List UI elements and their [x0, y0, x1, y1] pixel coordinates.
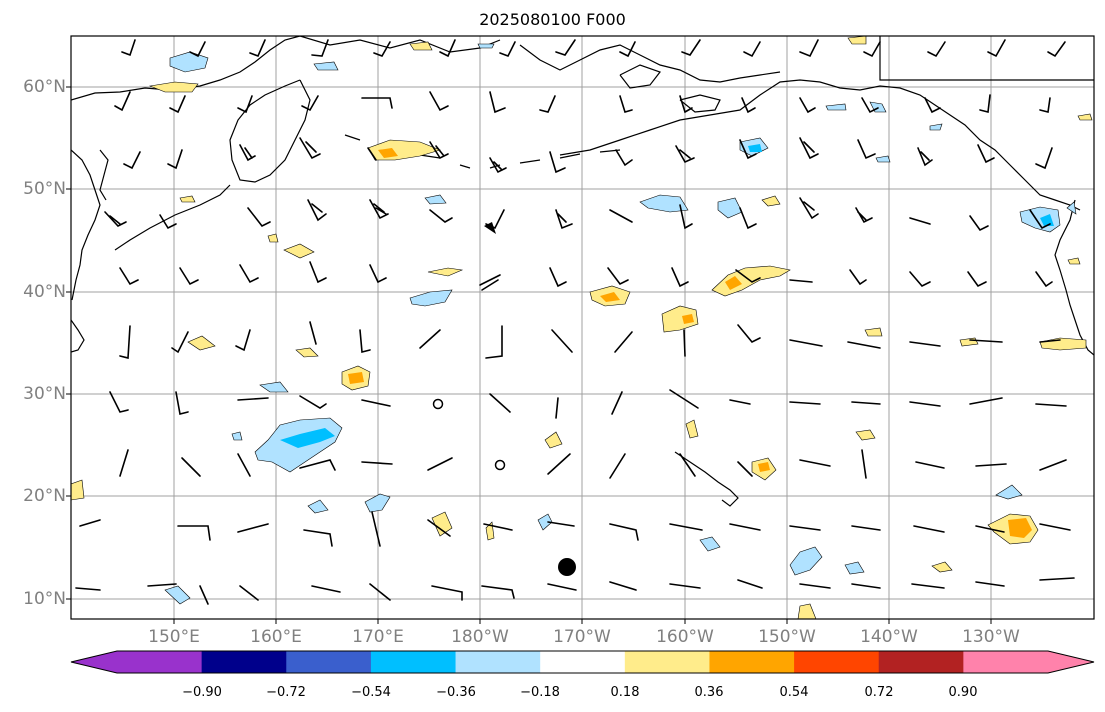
calm-wind-circle: [432, 398, 444, 410]
colorbar-extend-max: [1048, 651, 1094, 673]
colorbar-tick-label: −0.90: [182, 685, 222, 700]
gridlines: [71, 36, 1094, 619]
lon-label: 160°E: [250, 627, 302, 647]
lon-label: 150°E: [148, 627, 200, 647]
lon-label: 170°E: [352, 627, 404, 647]
lat-label: 30°N: [23, 384, 66, 404]
colorbar-tick-label: 0.90: [948, 685, 978, 700]
colorbar-segment: [794, 651, 880, 673]
colorbar-segment: [201, 651, 287, 673]
lat-label: 40°N: [23, 282, 66, 302]
colorbar-segment: [286, 651, 372, 673]
lon-label: 150°W: [758, 627, 816, 647]
colorbar-segment: [117, 651, 203, 673]
colorbar-tick-label: 0.54: [779, 685, 809, 700]
positive-contours-inner: [348, 148, 1032, 538]
lon-label: 180°W: [451, 627, 509, 647]
colorbar-tick-label: −0.54: [351, 685, 391, 700]
axis-ticks: [66, 86, 992, 624]
colorbar-tick-label: 0.72: [864, 685, 894, 700]
lat-label: 50°N: [23, 179, 66, 199]
colorbar-tick-label: 0.36: [694, 685, 724, 700]
colorbar-segment: [455, 651, 541, 673]
calm-wind-circle: [494, 459, 506, 471]
lon-label: 130°W: [962, 627, 1020, 647]
colorbar-segment: [709, 651, 795, 673]
colorbar-tick-label: 0.18: [610, 685, 640, 700]
colorbar: [70, 650, 1095, 674]
lon-label: 160°W: [656, 627, 714, 647]
colorbar-segment: [963, 651, 1049, 673]
lat-label: 20°N: [23, 486, 66, 506]
map-title: 2025080100 F000: [479, 10, 626, 29]
location-marker: [558, 558, 576, 576]
colorbar-tick-label: −0.72: [266, 685, 306, 700]
wind-barbs: [75, 39, 1075, 605]
colorbar-extend-min: [71, 651, 117, 673]
wind-barb-flag: [484, 222, 496, 234]
lat-label: 60°N: [23, 77, 66, 97]
colorbar-segment: [878, 651, 964, 673]
negative-contours-inner: [280, 144, 1054, 448]
colorbar-segment: [370, 651, 457, 673]
colorbar-tick-label: −0.36: [436, 685, 476, 700]
lat-label: 10°N: [23, 589, 66, 609]
colorbar-tick-label: −0.18: [520, 685, 560, 700]
lon-label: 170°W: [553, 627, 611, 647]
colorbar-segment: [540, 651, 626, 673]
lon-label: 140°W: [860, 627, 918, 647]
colorbar-segment: [624, 651, 710, 673]
